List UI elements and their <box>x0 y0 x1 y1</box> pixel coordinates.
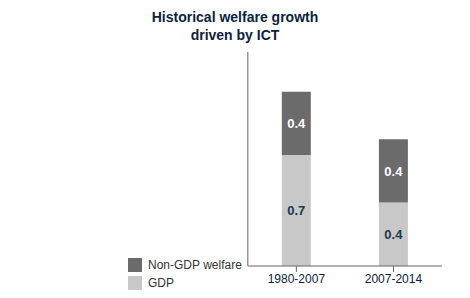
html-text:Historical welfare growth driv: Historical welfare growth driven by ICT <box>151 9 319 43</box>
svg-text:0.4: 0.4 <box>384 227 403 242</box>
html-text:Non-GDP welfare: Non-GDP welfare <box>148 258 242 272</box>
svg-text:2007-2014: 2007-2014 <box>365 272 423 286</box>
svg-text:0.4: 0.4 <box>384 164 403 179</box>
html-text:GDP: GDP <box>148 276 174 290</box>
svg-text:0.7: 0.7 <box>287 203 305 218</box>
svg-text:1980-2007: 1980-2007 <box>268 272 326 286</box>
svg-text:0.4: 0.4 <box>287 116 306 131</box>
